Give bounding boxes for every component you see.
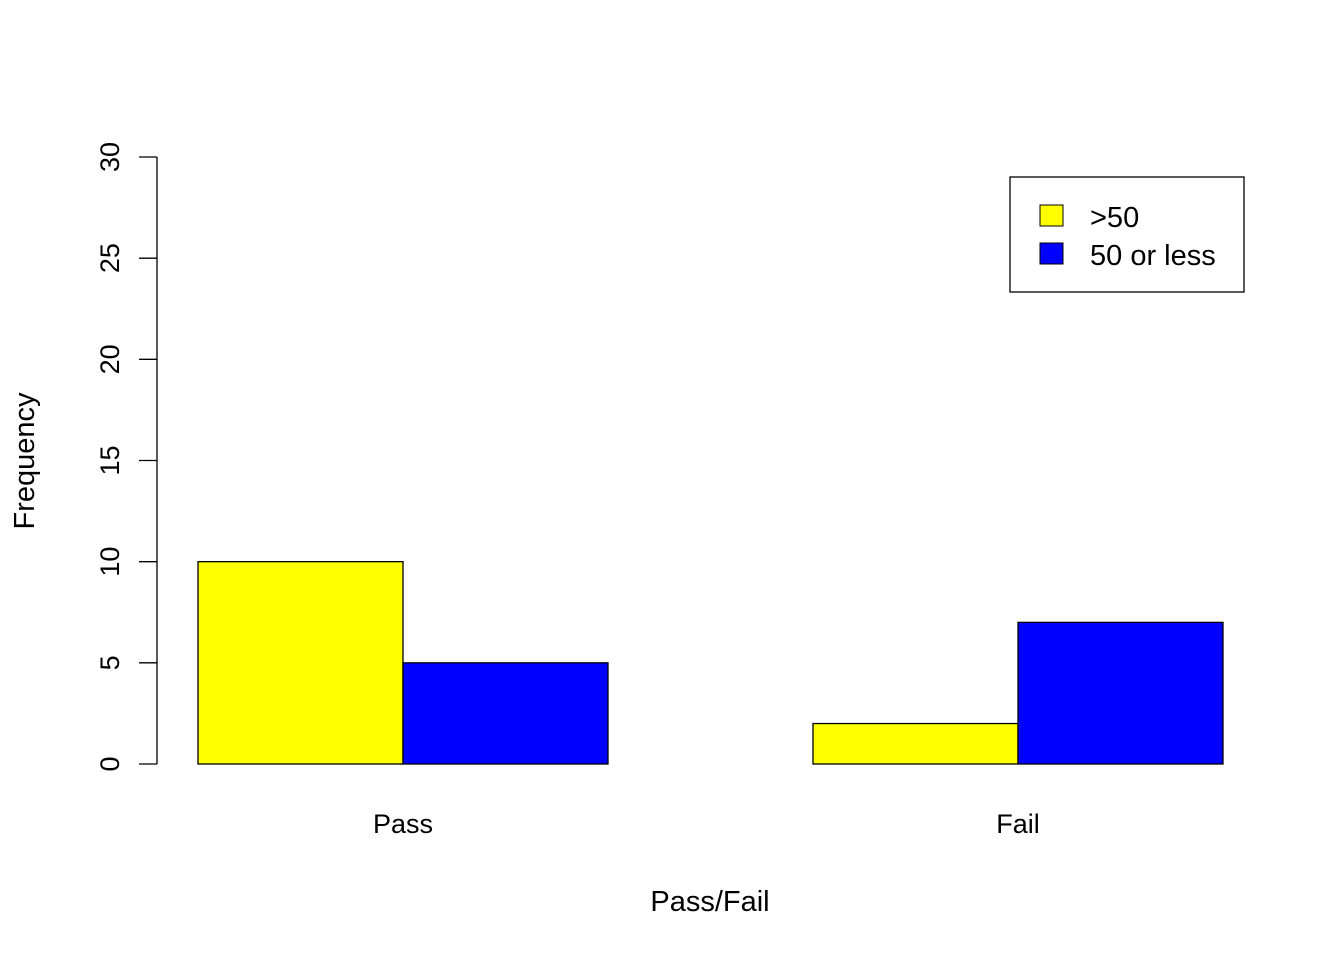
legend-label-series-2: 50 or less xyxy=(1090,240,1216,272)
bars xyxy=(197,561,1224,765)
y-axis: 0 5 10 15 20 25 30 xyxy=(95,142,158,772)
x-tick-label-fail: Fail xyxy=(996,809,1040,839)
x-tick-label-pass: Pass xyxy=(373,809,433,839)
bar-fail-series-1 xyxy=(812,722,1019,765)
y-tick-label: 10 xyxy=(95,547,125,577)
y-tick-label: 30 xyxy=(95,142,125,172)
legend-box xyxy=(1009,176,1245,293)
legend-label-series-1: >50 xyxy=(1090,202,1139,234)
legend-swatch-series-1 xyxy=(1039,204,1064,227)
y-tick-label: 20 xyxy=(95,344,125,374)
y-axis-title: Frequency xyxy=(9,392,41,530)
y-tick-label: 25 xyxy=(95,243,125,273)
bar-fail-series-2 xyxy=(1017,621,1224,765)
legend: >50 50 or less xyxy=(1009,176,1245,293)
bar-pass-series-2 xyxy=(402,662,609,765)
bar-pass-series-1 xyxy=(197,561,404,765)
x-axis-title: Pass/Fail xyxy=(650,886,769,918)
y-tick-label: 0 xyxy=(95,756,125,771)
y-tick-label: 15 xyxy=(95,445,125,475)
x-axis-labels: Pass Fail xyxy=(373,809,1040,839)
y-tick-label: 5 xyxy=(95,655,125,670)
legend-swatch-series-2 xyxy=(1039,242,1064,265)
